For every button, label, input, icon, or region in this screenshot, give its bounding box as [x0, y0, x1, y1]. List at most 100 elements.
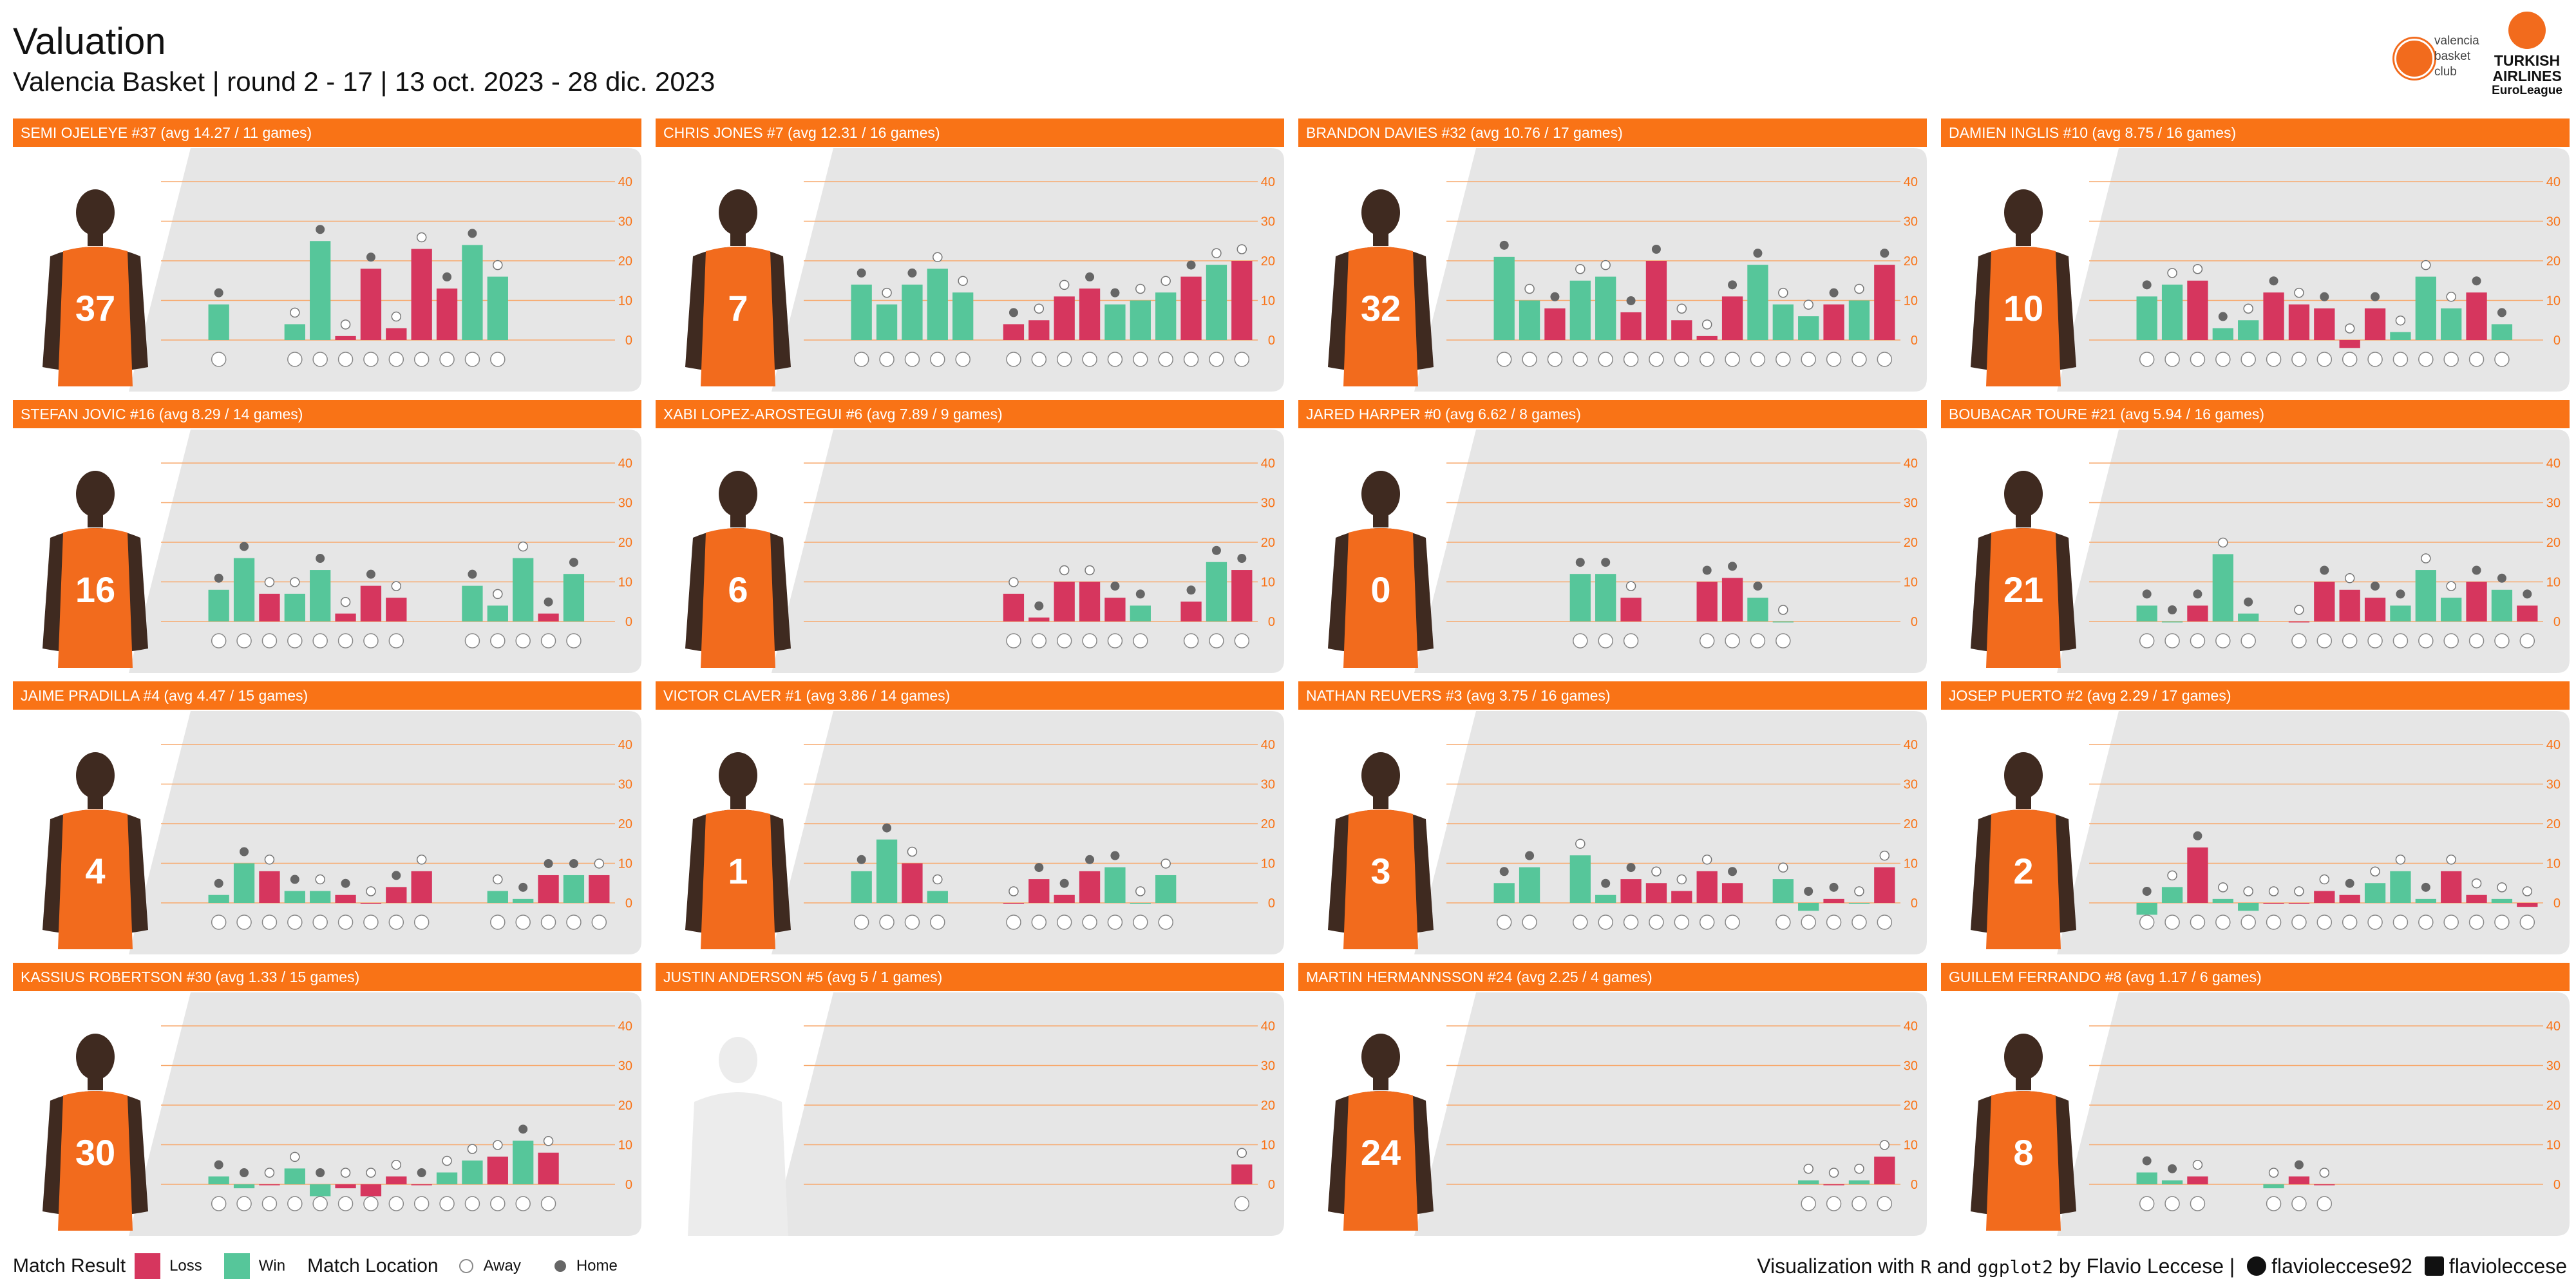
- player-head: [2004, 752, 2043, 799]
- bar-valuation: [1620, 879, 1642, 903]
- point-home: [2218, 312, 2228, 321]
- bar-valuation: [284, 593, 305, 621]
- point-home: [1804, 887, 1814, 896]
- bar-valuation: [1130, 605, 1151, 621]
- opponent-logo-icon: [1826, 914, 1842, 930]
- point-away: [391, 1159, 402, 1170]
- bar-valuation: [1874, 1156, 1895, 1184]
- point-away: [264, 577, 275, 587]
- y-tick-label: 40: [1904, 1019, 1918, 1034]
- y-tick-label: 10: [618, 576, 632, 590]
- y-tick-label: 30: [1904, 497, 1918, 511]
- y-tick-label: 10: [2546, 294, 2561, 308]
- point-home: [1651, 245, 1661, 254]
- opponent-logo-icon: [490, 914, 506, 930]
- bar-valuation: [2415, 570, 2436, 621]
- opponent-logo-icon: [1573, 633, 1588, 649]
- jersey-number: 30: [75, 1132, 115, 1173]
- opponent-logo-icon: [439, 352, 455, 367]
- panel-background: [129, 992, 641, 1236]
- bar-valuation: [876, 304, 898, 340]
- point-away: [1236, 1148, 1247, 1158]
- bar-valuation: [310, 241, 331, 340]
- bar-valuation: [2161, 1180, 2183, 1184]
- panel-background: [2057, 148, 2570, 392]
- bar-valuation: [1848, 1180, 1870, 1184]
- player-jersey: [701, 528, 775, 668]
- github-icon[interactable]: [2247, 1256, 2267, 1276]
- opponent-logo-icon: [2266, 1196, 2282, 1211]
- opponent-logo-icon: [1598, 352, 1613, 367]
- point-away: [2218, 882, 2228, 893]
- bar-valuation: [2441, 871, 2462, 903]
- bar-valuation: [563, 574, 585, 621]
- bar-valuation: [1569, 574, 1591, 621]
- player-panel: STEFAN JOVIC #16 (avg 8.29 / 14 games) 0 1…: [13, 400, 641, 673]
- opponent-logo-icon: [2367, 914, 2383, 930]
- opponent-logo-icon: [1234, 1196, 1250, 1211]
- bar-valuation: [2517, 605, 2538, 621]
- point-home: [366, 569, 375, 579]
- bar-valuation: [1671, 891, 1692, 903]
- panel-chart: 0 10 20 30 40 3: [1328, 711, 1927, 954]
- y-tick-label: 30: [1261, 215, 1275, 229]
- bar-valuation: [259, 1184, 280, 1186]
- bar-valuation: [487, 1156, 508, 1184]
- page-subtitle: Valencia Basket | round 2 - 17 | 13 oct.…: [13, 66, 715, 97]
- y-tick-label: 30: [2546, 778, 2561, 792]
- point-away: [493, 1140, 503, 1150]
- point-home: [1728, 280, 1738, 290]
- y-tick-label: 30: [1261, 497, 1275, 511]
- opponent-logo-icon: [490, 633, 506, 649]
- opponent-logo-icon: [1031, 914, 1047, 930]
- bar-valuation: [1544, 308, 1566, 340]
- point-home: [2472, 276, 2481, 286]
- point-home: [1034, 601, 1044, 611]
- y-tick-label: 0: [625, 1178, 632, 1192]
- point-away: [2167, 870, 2177, 881]
- linkedin-handle[interactable]: flavioleccese: [2448, 1255, 2567, 1278]
- euroleague-mark-icon: [2508, 12, 2546, 49]
- player-neck: [2016, 232, 2031, 246]
- bar-valuation: [487, 891, 508, 903]
- panel-background: [772, 711, 1284, 954]
- point-home: [1702, 565, 1712, 575]
- y-tick-label: 30: [1261, 778, 1275, 792]
- opponent-logo-icon: [1006, 633, 1021, 649]
- player-photo: 21: [1971, 471, 2076, 668]
- github-handle[interactable]: flavioleccese92: [2271, 1255, 2412, 1278]
- point-home: [1626, 863, 1636, 873]
- y-tick-label: 10: [1261, 294, 1275, 308]
- point-away: [1575, 264, 1586, 274]
- player-head: [719, 471, 757, 517]
- y-tick-label: 10: [2546, 576, 2561, 590]
- bar-valuation: [233, 1184, 255, 1189]
- player-jersey: [1986, 247, 2061, 386]
- point-away: [1236, 244, 1247, 254]
- point-away: [2294, 886, 2304, 896]
- player-head: [76, 752, 115, 799]
- y-tick-label: 40: [1261, 457, 1275, 471]
- bar-valuation: [1231, 261, 1253, 340]
- bar-valuation: [462, 1160, 483, 1184]
- bar-valuation: [335, 895, 356, 903]
- bar-valuation: [1493, 883, 1515, 903]
- bar-valuation: [284, 891, 305, 903]
- player-head: [76, 1034, 115, 1080]
- linkedin-icon[interactable]: [2424, 1256, 2444, 1276]
- point-home: [2269, 276, 2278, 286]
- player-neck: [730, 232, 746, 246]
- point-away: [315, 874, 325, 885]
- bar-valuation: [902, 863, 923, 903]
- club-logo-text: valencia basket club: [2434, 34, 2479, 79]
- panel-title: STEFAN JOVIC #16 (avg 8.29 / 14 games): [13, 400, 641, 428]
- opponent-logo-icon: [388, 352, 404, 367]
- player-neck: [2016, 1076, 2031, 1090]
- opponent-logo-icon: [2342, 914, 2358, 930]
- y-tick-label: 10: [1904, 857, 1918, 871]
- opponent-logo-icon: [2316, 914, 2333, 930]
- opponent-logo-icon: [2519, 633, 2535, 649]
- y-tick-label: 40: [618, 175, 632, 189]
- bar-valuation: [1595, 895, 1616, 903]
- opponent-logo-icon: [1183, 633, 1199, 649]
